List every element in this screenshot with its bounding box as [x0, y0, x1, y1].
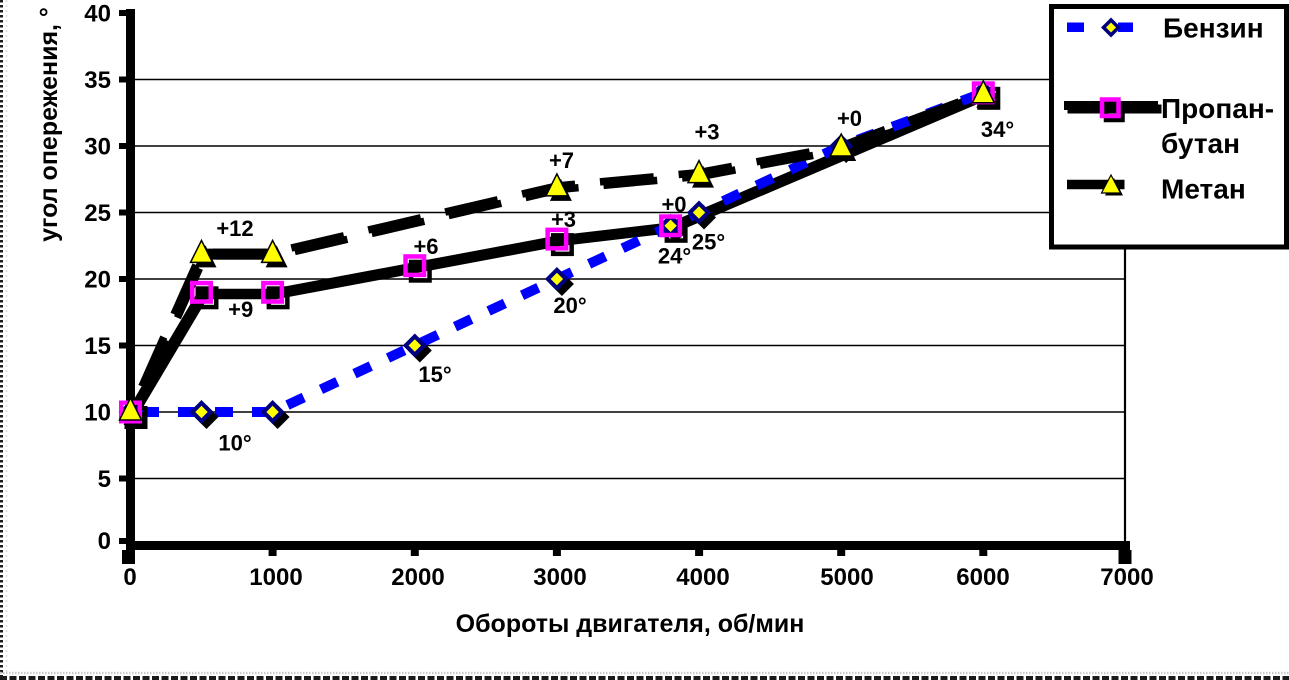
svg-text:20°: 20°: [553, 293, 586, 318]
svg-text:+7: +7: [549, 148, 574, 173]
svg-text:6000: 6000: [956, 564, 1009, 591]
svg-text:1000: 1000: [249, 564, 302, 591]
svg-text:5: 5: [98, 466, 111, 493]
svg-text:+9: +9: [228, 297, 253, 322]
svg-text:24°: 24°: [658, 244, 691, 269]
svg-text:5000: 5000: [820, 564, 873, 591]
svg-text:2000: 2000: [391, 564, 444, 591]
svg-text:25°: 25°: [692, 230, 725, 255]
svg-text:15°: 15°: [418, 362, 451, 387]
svg-text:+0: +0: [661, 192, 686, 217]
svg-text:бутан: бутан: [1161, 128, 1240, 159]
svg-text:+3: +3: [694, 120, 719, 145]
svg-text:25: 25: [84, 200, 111, 227]
svg-text:+6: +6: [413, 234, 438, 259]
svg-text:+0: +0: [837, 106, 862, 131]
svg-text:Метан: Метан: [1161, 174, 1246, 205]
svg-text:0: 0: [98, 528, 111, 555]
svg-text:10: 10: [84, 400, 111, 427]
svg-text:Пропан-: Пропан-: [1161, 93, 1274, 124]
svg-text:Бензин: Бензин: [1163, 13, 1264, 44]
svg-text:40: 40: [84, 1, 111, 28]
svg-text:34°: 34°: [981, 117, 1014, 142]
svg-text:угол опережения, °: угол опережения, °: [35, 7, 63, 242]
svg-text:+3: +3: [551, 207, 576, 232]
svg-text:7000: 7000: [1100, 564, 1153, 591]
svg-text:10°: 10°: [218, 431, 251, 456]
svg-text:3000: 3000: [533, 564, 586, 591]
svg-text:35: 35: [84, 67, 111, 94]
svg-text:15: 15: [84, 333, 111, 360]
svg-text:30: 30: [84, 134, 111, 161]
svg-text:0: 0: [123, 564, 136, 591]
svg-text:Обороты двигателя, об/мин: Обороты двигателя, об/мин: [456, 610, 805, 638]
svg-text:4000: 4000: [676, 564, 729, 591]
svg-text:20: 20: [84, 267, 111, 294]
svg-text:+12: +12: [216, 216, 253, 241]
